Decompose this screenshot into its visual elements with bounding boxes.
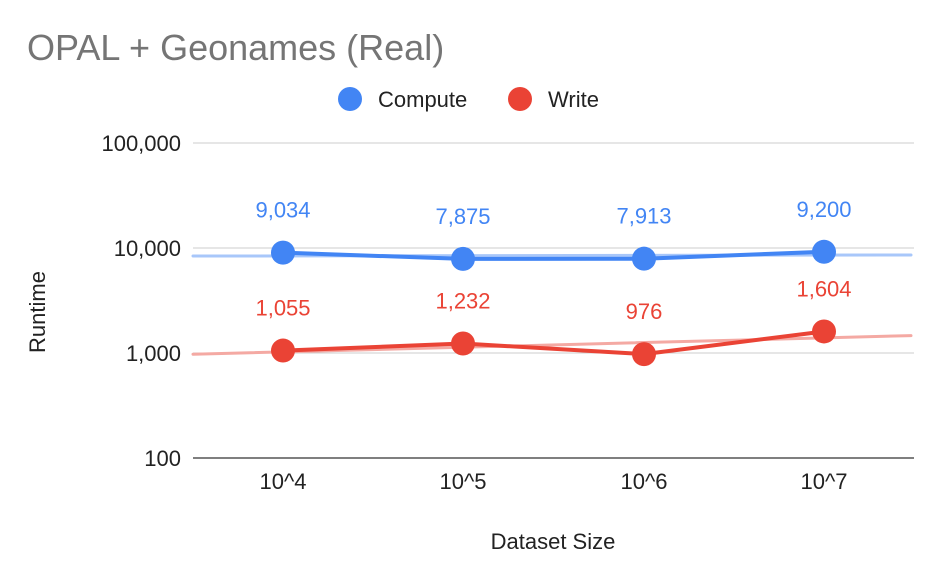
y-tick-labels: 100 1,000 10,000 100,000 <box>101 131 181 471</box>
series-lines <box>281 249 826 357</box>
data-point-write[interactable] <box>451 331 475 356</box>
data-point-compute[interactable] <box>271 240 295 265</box>
x-tick-label: 10^6 <box>620 469 667 494</box>
y-tick-label: 100,000 <box>101 131 181 156</box>
data-points <box>271 239 836 367</box>
trendline-compute <box>191 253 913 258</box>
legend-item-compute[interactable]: Compute <box>338 87 467 112</box>
data-point-write[interactable] <box>812 319 836 344</box>
data-label-write: 1,604 <box>796 276 851 301</box>
legend-item-write[interactable]: Write <box>508 87 599 112</box>
y-tick-label: 10,000 <box>114 236 181 261</box>
x-tick-label: 10^5 <box>439 469 486 494</box>
data-label-compute: 9,034 <box>255 198 310 223</box>
data-label-write: 976 <box>626 299 663 324</box>
data-point-compute[interactable] <box>812 239 836 264</box>
data-label-write: 1,055 <box>255 296 310 321</box>
legend-marker <box>338 87 362 111</box>
x-tick-label: 10^4 <box>259 469 306 494</box>
series-line-compute <box>281 249 826 261</box>
data-point-compute[interactable] <box>632 246 656 271</box>
y-tick-label: 1,000 <box>126 341 181 366</box>
y-axis-title: Runtime <box>25 271 50 353</box>
x-tick-labels: 10^4 10^5 10^6 10^7 <box>259 469 847 494</box>
x-axis-title: Dataset Size <box>491 529 616 554</box>
data-label-write: 1,232 <box>435 288 490 313</box>
chart-title: OPAL + Geonames (Real) <box>27 27 444 68</box>
data-label-compute: 7,913 <box>616 204 671 229</box>
legend[interactable]: Compute Write <box>338 87 599 112</box>
data-point-write[interactable] <box>271 338 295 363</box>
legend-label: Compute <box>378 87 467 112</box>
legend-label: Write <box>548 87 599 112</box>
y-tick-label: 100 <box>144 446 181 471</box>
data-label-compute: 7,875 <box>435 204 490 229</box>
legend-marker <box>508 87 532 111</box>
data-labels: 9,034 7,875 7,913 9,200 1,055 1,232 976 1,604 <box>255 197 851 324</box>
gridlines <box>193 142 914 459</box>
series-line-write <box>281 329 826 357</box>
data-label-compute: 9,200 <box>796 197 851 222</box>
data-point-compute[interactable] <box>451 246 475 271</box>
data-point-write[interactable] <box>632 342 656 367</box>
x-tick-label: 10^7 <box>800 469 847 494</box>
